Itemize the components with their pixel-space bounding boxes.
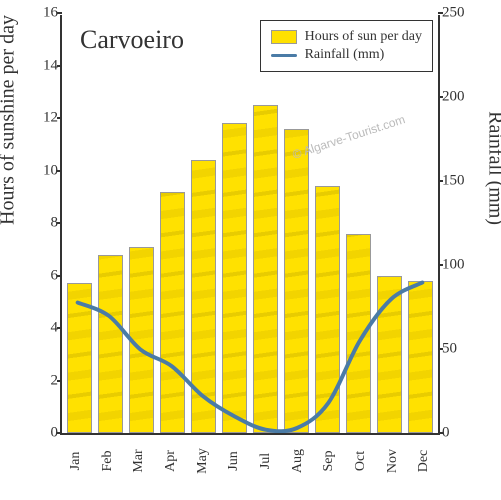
bar-group xyxy=(62,15,438,433)
legend-swatch-line xyxy=(271,54,297,57)
bar xyxy=(377,276,402,434)
bar xyxy=(408,281,433,433)
tick-mark-left xyxy=(57,170,62,172)
xtick: May xyxy=(195,445,211,477)
legend-label-bars: Hours of sun per day xyxy=(305,29,422,45)
xtick: Jul xyxy=(258,445,274,477)
climate-chart: Carvoeiro Hours of sun per day Rainfall … xyxy=(0,0,501,500)
tick-mark-right xyxy=(438,96,443,98)
xtick: Nov xyxy=(385,445,401,477)
y-axis-right-label: Rainfall (mm) xyxy=(484,111,501,225)
tick-mark-left xyxy=(57,12,62,14)
bar xyxy=(284,129,309,434)
tick-mark-right xyxy=(438,264,443,266)
tick-mark-right xyxy=(438,432,443,434)
xtick: Apr xyxy=(163,445,179,477)
bar xyxy=(346,234,371,434)
bar xyxy=(67,283,92,433)
tick-mark-left xyxy=(57,222,62,224)
tick-mark-left xyxy=(57,432,62,434)
legend-label-line: Rainfall (mm) xyxy=(305,47,385,63)
bar xyxy=(191,160,216,433)
legend-item-bars: Hours of sun per day xyxy=(271,29,422,45)
bar xyxy=(253,105,278,433)
tick-mark-left xyxy=(57,327,62,329)
bar xyxy=(129,247,154,433)
tick-mark-right xyxy=(438,348,443,350)
tick-mark-left xyxy=(57,117,62,119)
xtick: Aug xyxy=(290,445,306,477)
tick-mark-left xyxy=(57,65,62,67)
legend-swatch-bars xyxy=(271,30,297,44)
plot-area: © Algarve-Tourist.com 024681012141605010… xyxy=(60,15,440,435)
x-axis-ticks: JanFebMarAprMayJunJulAugSepOctNovDec xyxy=(60,437,440,469)
xtick: Dec xyxy=(416,445,432,477)
legend: Hours of sun per day Rainfall (mm) xyxy=(260,20,433,72)
y-axis-left-label: Hours of sunshine per day xyxy=(0,15,20,225)
legend-item-line: Rainfall (mm) xyxy=(271,47,422,63)
bar xyxy=(222,123,247,433)
tick-mark-right xyxy=(438,12,443,14)
bar xyxy=(315,186,340,433)
bar xyxy=(160,192,185,434)
tick-mark-left xyxy=(57,275,62,277)
xtick: Oct xyxy=(353,445,369,477)
bar xyxy=(98,255,123,434)
tick-mark-right xyxy=(438,180,443,182)
xtick: Feb xyxy=(100,445,116,477)
xtick: Sep xyxy=(321,445,337,477)
xtick: Mar xyxy=(131,445,147,477)
tick-mark-left xyxy=(57,380,62,382)
xtick: Jan xyxy=(68,445,84,477)
xtick: Jun xyxy=(226,445,242,477)
